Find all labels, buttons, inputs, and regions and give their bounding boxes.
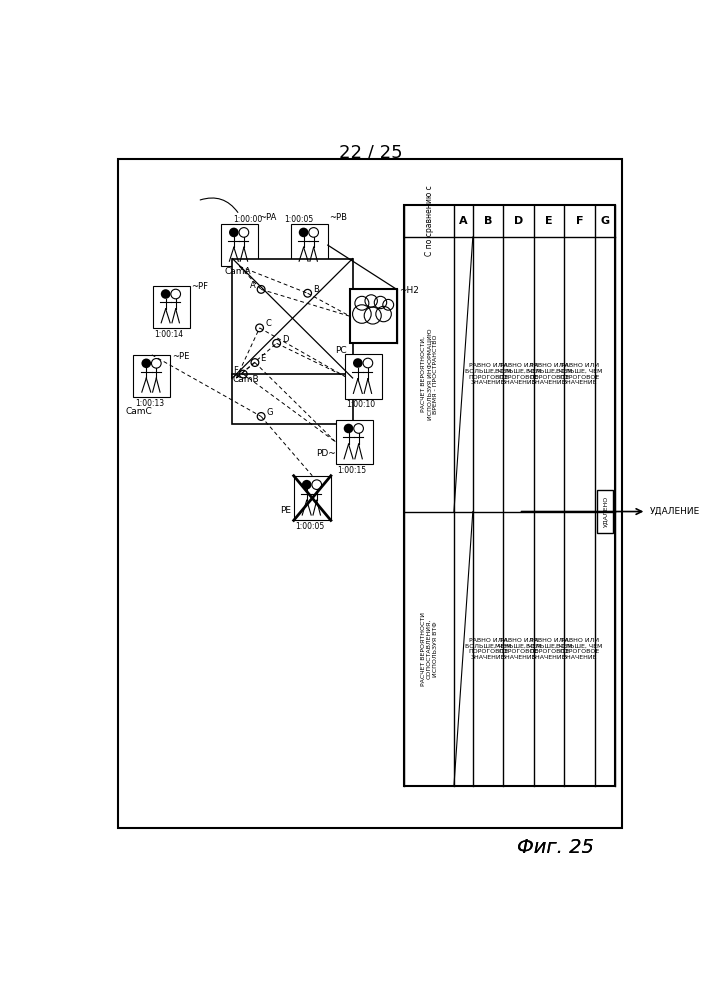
Text: A: A bbox=[250, 281, 256, 290]
Circle shape bbox=[299, 228, 308, 237]
Text: ~H2: ~H2 bbox=[399, 286, 419, 295]
Text: 1:00:15: 1:00:15 bbox=[337, 466, 366, 475]
Text: РАСЧЕТ ВЕРОЯТНОСТИ,
ИСПОЛЬЗУЯ ИНФОРМАЦИЮ
ВРЕМЯ - ПРОСТРАНСТВО: РАСЧЕТ ВЕРОЯТНОСТИ, ИСПОЛЬЗУЯ ИНФОРМАЦИЮ… bbox=[421, 328, 437, 420]
Text: A: A bbox=[459, 216, 468, 226]
Bar bbox=[117, 158, 621, 828]
Text: РАВНО ИЛИ
БОЛЬШЕ, ЧЕМ
ПОРОГОВОЕ
ЗНАЧЕНИЕ: РАВНО ИЛИ БОЛЬШЕ, ЧЕМ ПОРОГОВОЕ ЗНАЧЕНИЕ bbox=[495, 363, 542, 385]
Bar bbox=[133, 355, 170, 397]
Text: РАВНО ИЛИ
БОЛЬШЕ, ЧЕМ
ПОРОГОВОЕ
ЗНАЧЕНИЕ: РАВНО ИЛИ БОЛЬШЕ, ЧЕМ ПОРОГОВОЕ ЗНАЧЕНИЕ bbox=[465, 638, 511, 660]
Text: G: G bbox=[267, 408, 273, 417]
Text: CamC: CamC bbox=[125, 407, 152, 416]
Text: РАВНО ИЛИ
БОЛЬШЕ, ЧЕМ
ПОРОГОВОЕ
ЗНАЧЕНИЕ: РАВНО ИЛИ БОЛЬШЕ, ЧЕМ ПОРОГОВОЕ ЗНАЧЕНИЕ bbox=[557, 638, 603, 660]
Text: РАВНО ИЛИ
МЕНЬШЕ, ЧЕМ
ПОРОГОВОЕ
ЗНАЧЕНИЕ: РАВНО ИЛИ МЕНЬШЕ, ЧЕМ ПОРОГОВОЕ ЗНАЧЕНИЕ bbox=[495, 638, 542, 660]
Circle shape bbox=[302, 480, 312, 489]
Bar bbox=[345, 354, 382, 399]
Text: 1:00:00: 1:00:00 bbox=[233, 215, 262, 224]
Text: Фиг. 25: Фиг. 25 bbox=[517, 838, 594, 857]
Text: ~PE: ~PE bbox=[172, 352, 189, 361]
Circle shape bbox=[229, 228, 239, 237]
Text: 1:00:14: 1:00:14 bbox=[154, 330, 183, 339]
Text: УДАЛЕНО: УДАЛЕНО bbox=[602, 496, 608, 527]
Bar bbox=[350, 289, 397, 343]
Text: 1:00:13: 1:00:13 bbox=[135, 399, 164, 408]
Text: РАСЧЕТ ВЕРОЯТНОСТИ
СОПОСТАВЛЕНИЯ,
ИСПОЛЬЗУЯ ВТФ: РАСЧЕТ ВЕРОЯТНОСТИ СОПОСТАВЛЕНИЯ, ИСПОЛЬ… bbox=[421, 612, 437, 686]
Text: G: G bbox=[600, 216, 610, 226]
Text: PD~: PD~ bbox=[316, 449, 336, 458]
Bar bbox=[294, 476, 331, 520]
Bar bbox=[336, 420, 373, 464]
Bar bbox=[291, 224, 328, 266]
Text: ~PA: ~PA bbox=[260, 213, 277, 222]
Text: PE: PE bbox=[280, 506, 291, 515]
Text: E: E bbox=[545, 216, 553, 226]
Bar bbox=[233, 374, 352, 424]
Text: D: D bbox=[514, 216, 523, 226]
Text: УДАЛЕНИЕ: УДАЛЕНИЕ bbox=[650, 507, 700, 516]
Text: E: E bbox=[260, 354, 265, 363]
Circle shape bbox=[161, 289, 170, 299]
Text: 1:00:10: 1:00:10 bbox=[347, 400, 376, 409]
Text: РАВНО ИЛИ
БОЛЬШЕ, ЧЕМ
ПОРОГОВОЕ
ЗНАЧЕНИЕ: РАВНО ИЛИ БОЛЬШЕ, ЧЕМ ПОРОГОВОЕ ЗНАЧЕНИЕ bbox=[526, 638, 572, 660]
Text: РАВНО ИЛИ
БОЛЬШЕ, ЧЕМ
ПОРОГОВОЕ
ЗНАЧЕНИЕ: РАВНО ИЛИ БОЛЬШЕ, ЧЕМ ПОРОГОВОЕ ЗНАЧЕНИЕ bbox=[526, 363, 572, 385]
Circle shape bbox=[353, 358, 362, 368]
Circle shape bbox=[141, 359, 151, 368]
Bar bbox=[597, 490, 613, 533]
Text: CamB: CamB bbox=[233, 375, 259, 384]
Circle shape bbox=[344, 424, 353, 433]
Text: 1:00:05: 1:00:05 bbox=[295, 522, 325, 531]
Text: F: F bbox=[576, 216, 584, 226]
Bar bbox=[233, 259, 352, 378]
Text: С по сравнению с: С по сравнению с bbox=[425, 185, 434, 256]
Text: F: F bbox=[233, 366, 238, 375]
Text: РАВНО ИЛИ
БОЛЬШЕ, ЧЕМ
ПОРОГОВОЕ
ЗНАЧЕНИЕ: РАВНО ИЛИ БОЛЬШЕ, ЧЕМ ПОРОГОВОЕ ЗНАЧЕНИЕ bbox=[465, 363, 511, 385]
Bar bbox=[153, 286, 190, 328]
Text: PC: PC bbox=[336, 346, 347, 355]
Text: 1:00:05: 1:00:05 bbox=[284, 215, 314, 224]
Bar bbox=[221, 224, 258, 266]
Text: Фиг. 25: Фиг. 25 bbox=[517, 838, 594, 857]
Text: D: D bbox=[282, 335, 289, 344]
Text: C: C bbox=[265, 319, 271, 328]
Text: B: B bbox=[484, 216, 492, 226]
Text: 22 / 25: 22 / 25 bbox=[339, 143, 403, 161]
Text: ~PF: ~PF bbox=[191, 282, 208, 291]
Bar bbox=[405, 205, 616, 786]
Text: ~PB: ~PB bbox=[329, 213, 347, 222]
Text: CamA: CamA bbox=[225, 267, 252, 276]
Text: B: B bbox=[313, 285, 319, 294]
Text: РАВНО ИЛИ
БОЛЬШЕ, ЧЕМ
ПОРОГОВОЕ
ЗНАЧЕНИЕ: РАВНО ИЛИ БОЛЬШЕ, ЧЕМ ПОРОГОВОЕ ЗНАЧЕНИЕ bbox=[557, 363, 603, 385]
